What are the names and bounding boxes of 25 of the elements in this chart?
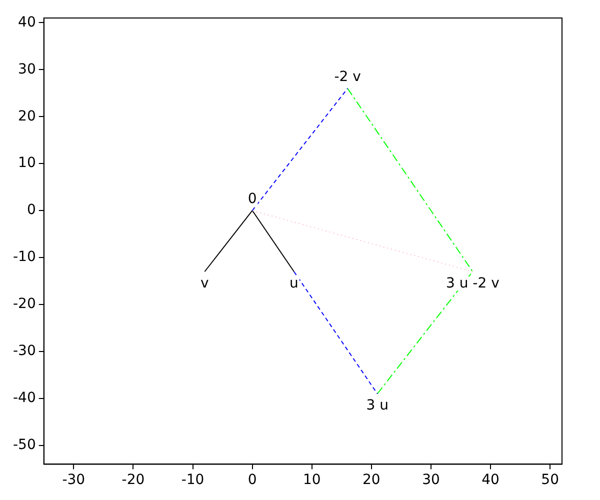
x-tick-label: 20 <box>362 472 380 488</box>
annotation: 0 <box>248 191 257 208</box>
y-tick-label: -50 <box>12 437 36 454</box>
y-tick-label: -40 <box>12 390 36 406</box>
y-tick-label: 10 <box>18 155 36 172</box>
x-tick-label: 10 <box>302 472 321 488</box>
annotation: 3 u <box>366 397 388 414</box>
y-tick-label: -30 <box>12 343 36 360</box>
x-tick-label: 0 <box>248 472 257 488</box>
y-tick-label: 40 <box>18 14 36 30</box>
y-tick-label: -10 <box>12 249 36 266</box>
x-tick-label: -20 <box>122 472 145 488</box>
x-tick-label: -10 <box>181 472 204 488</box>
y-tick-label: 0 <box>26 202 36 218</box>
x-tick-label: 50 <box>541 472 560 488</box>
annotation: u <box>290 275 298 292</box>
x-tick-label: -30 <box>62 472 86 488</box>
annotation: v <box>200 275 209 292</box>
annotation: 3 u -2 v <box>446 275 500 292</box>
x-tick-label: 40 <box>482 472 500 488</box>
y-tick-label: -20 <box>12 296 36 312</box>
y-tick-label: 20 <box>18 108 36 124</box>
x-tick-label: 30 <box>422 472 440 488</box>
y-tick-label: 30 <box>18 61 36 78</box>
annotation: -2 v <box>334 69 361 86</box>
